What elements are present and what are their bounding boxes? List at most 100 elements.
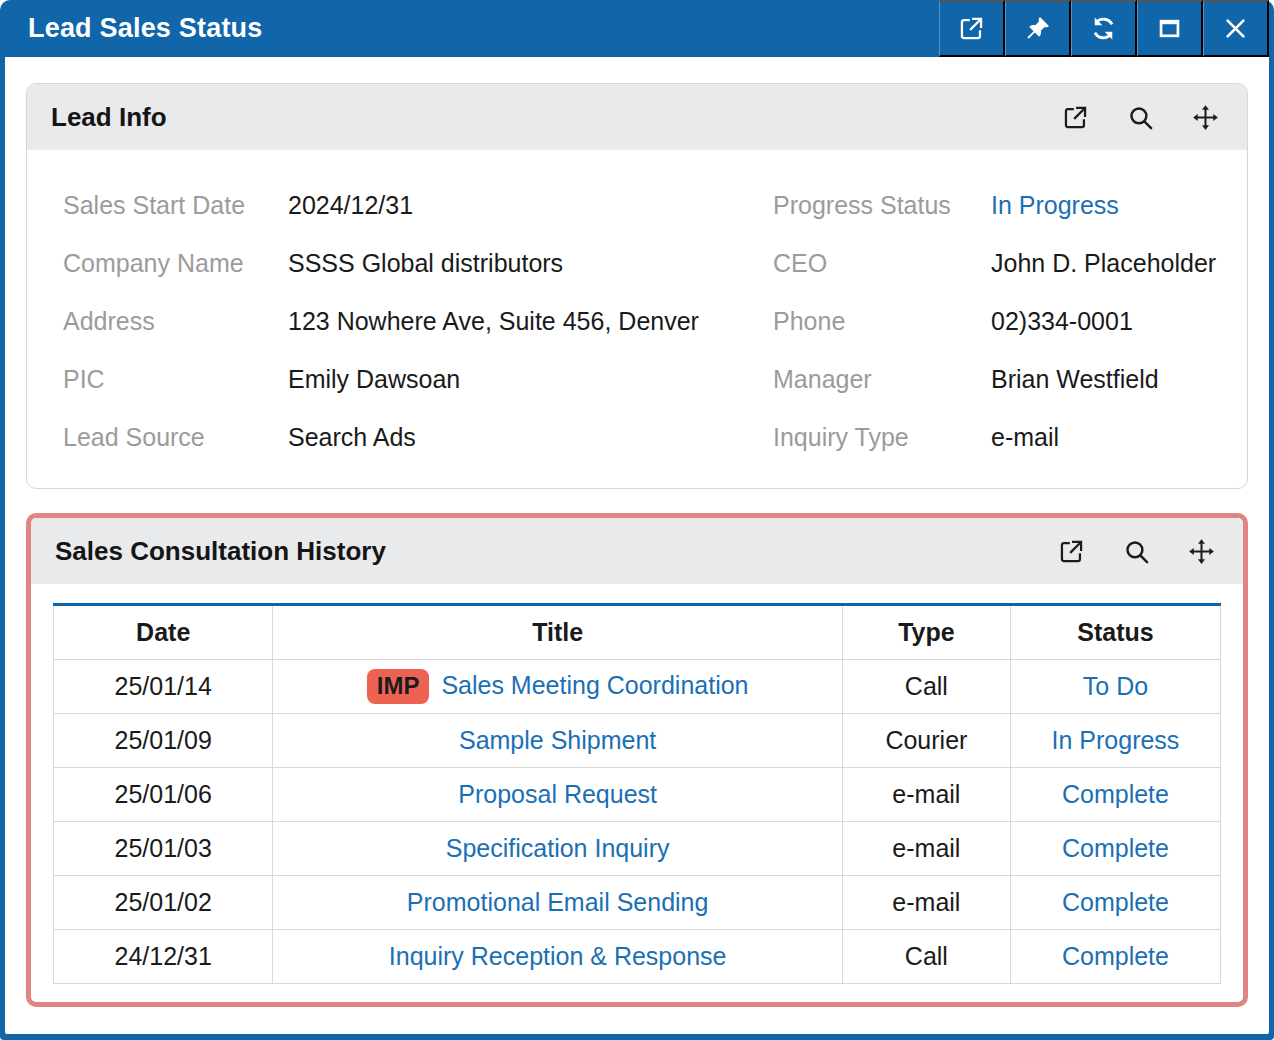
- history-row-title-link[interactable]: Sales Meeting Coordination: [441, 671, 748, 699]
- lead-info-field: Lead Source Search Ads: [63, 408, 773, 466]
- history-row-type: Call: [842, 660, 1010, 714]
- field-value: 123 Nowhere Ave, Suite 456, Denver: [288, 307, 699, 336]
- history-row-title-link[interactable]: Sample Shipment: [459, 726, 656, 754]
- important-badge: IMP: [367, 669, 430, 705]
- refresh-button[interactable]: [1071, 0, 1137, 57]
- history-table-header-row: Date Title Type Status: [54, 605, 1221, 660]
- history-row-title-cell: Promotional Email Sending: [273, 876, 842, 930]
- field-label: Lead Source: [63, 423, 288, 452]
- lead-info-field: Manager Brian Westfield: [773, 350, 1247, 408]
- window-title: Lead Sales Status: [28, 13, 263, 44]
- move-icon: [1192, 104, 1219, 131]
- lead-info-field: CEO John D. Placeholder: [773, 234, 1247, 292]
- field-label: CEO: [773, 249, 991, 278]
- titlebar-actions: [939, 0, 1269, 57]
- lead-info-open-external-button[interactable]: [1062, 104, 1089, 131]
- history-row-date: 24/12/31: [54, 930, 273, 984]
- history-panel-header: Sales Consultation History: [31, 518, 1243, 584]
- history-search-button[interactable]: [1123, 538, 1150, 565]
- lead-info-field: PIC Emily Dawsoan: [63, 350, 773, 408]
- history-row-status[interactable]: Complete: [1062, 888, 1169, 916]
- field-label: PIC: [63, 365, 288, 394]
- lead-info-field: Company Name SSSS Global distributors: [63, 234, 773, 292]
- history-open-external-button[interactable]: [1058, 538, 1085, 565]
- field-value: 2024/12/31: [288, 191, 413, 220]
- history-row-title-link[interactable]: Specification Inquiry: [446, 834, 670, 862]
- history-row-status[interactable]: Complete: [1062, 834, 1169, 862]
- maximize-button[interactable]: [1137, 0, 1203, 57]
- history-row-type: Courier: [842, 714, 1010, 768]
- field-value: Emily Dawsoan: [288, 365, 460, 394]
- history-panel: Sales Consultation History: [31, 518, 1243, 1002]
- close-icon: [1222, 15, 1249, 42]
- history-row-title-link[interactable]: Inquiry Reception & Response: [389, 942, 727, 970]
- field-value: In Progress: [991, 191, 1119, 220]
- history-row: 25/01/02 Promotional Email Sending e-mai…: [54, 876, 1221, 930]
- lead-info-col-right: Progress Status In Progress CEO John D. …: [773, 176, 1247, 466]
- column-header-date: Date: [54, 605, 273, 660]
- field-value: SSSS Global distributors: [288, 249, 563, 278]
- history-row: 24/12/31 Inquiry Reception & Response Ca…: [54, 930, 1221, 984]
- pin-icon: [1024, 15, 1051, 42]
- history-row-date: 25/01/06: [54, 768, 273, 822]
- open-external-button[interactable]: [939, 0, 1005, 57]
- column-header-title: Title: [273, 605, 842, 660]
- lead-info-panel-title: Lead Info: [51, 102, 167, 133]
- lead-info-panel-tools: [1062, 104, 1219, 131]
- field-label: Address: [63, 307, 288, 336]
- history-row-title-link[interactable]: Promotional Email Sending: [407, 888, 709, 916]
- search-icon: [1123, 538, 1150, 565]
- lead-sales-status-window: Lead Sales Status Lead Info: [0, 0, 1274, 1040]
- history-panel-title: Sales Consultation History: [55, 536, 386, 567]
- history-row: 25/01/14 IMPSales Meeting Coordination C…: [54, 660, 1221, 714]
- history-row-title-cell: Sample Shipment: [273, 714, 842, 768]
- lead-info-field: Progress Status In Progress: [773, 176, 1247, 234]
- field-value: Brian Westfield: [991, 365, 1159, 394]
- lead-info-panel: Lead Info Sales Start Date 2024/12/31: [26, 83, 1248, 489]
- external-link-icon: [1062, 104, 1089, 131]
- lead-info-field: Phone 02)334-0001: [773, 292, 1247, 350]
- lead-info-move-button[interactable]: [1192, 104, 1219, 131]
- history-row-status[interactable]: Complete: [1062, 942, 1169, 970]
- external-link-icon: [958, 15, 985, 42]
- field-label: Phone: [773, 307, 991, 336]
- history-table: Date Title Type Status 25/01/14 IMPSales…: [53, 603, 1221, 984]
- lead-info-search-button[interactable]: [1127, 104, 1154, 131]
- field-value: e-mail: [991, 423, 1059, 452]
- field-value: Search Ads: [288, 423, 416, 452]
- history-row: 25/01/09 Sample Shipment Courier In Prog…: [54, 714, 1221, 768]
- history-row: 25/01/06 Proposal Request e-mail Complet…: [54, 768, 1221, 822]
- lead-info-col-left: Sales Start Date 2024/12/31 Company Name…: [27, 176, 773, 466]
- window-titlebar: Lead Sales Status: [5, 0, 1269, 57]
- history-row-status[interactable]: Complete: [1062, 780, 1169, 808]
- history-row-date: 25/01/09: [54, 714, 273, 768]
- history-panel-highlight: Sales Consultation History: [26, 513, 1248, 1007]
- field-label: Sales Start Date: [63, 191, 288, 220]
- history-row-date: 25/01/02: [54, 876, 273, 930]
- lead-info-body: Sales Start Date 2024/12/31 Company Name…: [27, 150, 1247, 488]
- field-label: Company Name: [63, 249, 288, 278]
- history-row-type: e-mail: [842, 822, 1010, 876]
- history-table-body: 25/01/14 IMPSales Meeting Coordination C…: [54, 660, 1221, 984]
- external-link-icon: [1058, 538, 1085, 565]
- history-row-type: e-mail: [842, 768, 1010, 822]
- history-row-title-cell: Specification Inquiry: [273, 822, 842, 876]
- field-label: Progress Status: [773, 191, 991, 220]
- field-label: Manager: [773, 365, 991, 394]
- history-row-title-cell: Inquiry Reception & Response: [273, 930, 842, 984]
- history-table-wrap: Date Title Type Status 25/01/14 IMPSales…: [31, 584, 1243, 1002]
- field-value: 02)334-0001: [991, 307, 1133, 336]
- history-move-button[interactable]: [1188, 538, 1215, 565]
- history-row-status[interactable]: To Do: [1083, 672, 1148, 700]
- pin-button[interactable]: [1005, 0, 1071, 57]
- history-row-status[interactable]: In Progress: [1052, 726, 1180, 754]
- history-row-type: e-mail: [842, 876, 1010, 930]
- history-row-date: 25/01/03: [54, 822, 273, 876]
- maximize-icon: [1156, 15, 1183, 42]
- lead-info-panel-header: Lead Info: [27, 84, 1247, 150]
- history-row-title-link[interactable]: Proposal Request: [458, 780, 657, 808]
- close-button[interactable]: [1203, 0, 1269, 57]
- field-label: Inquiry Type: [773, 423, 991, 452]
- lead-info-field: Inquiry Type e-mail: [773, 408, 1247, 466]
- history-row-title-cell: IMP Sales Meeting Coordination: [273, 660, 842, 714]
